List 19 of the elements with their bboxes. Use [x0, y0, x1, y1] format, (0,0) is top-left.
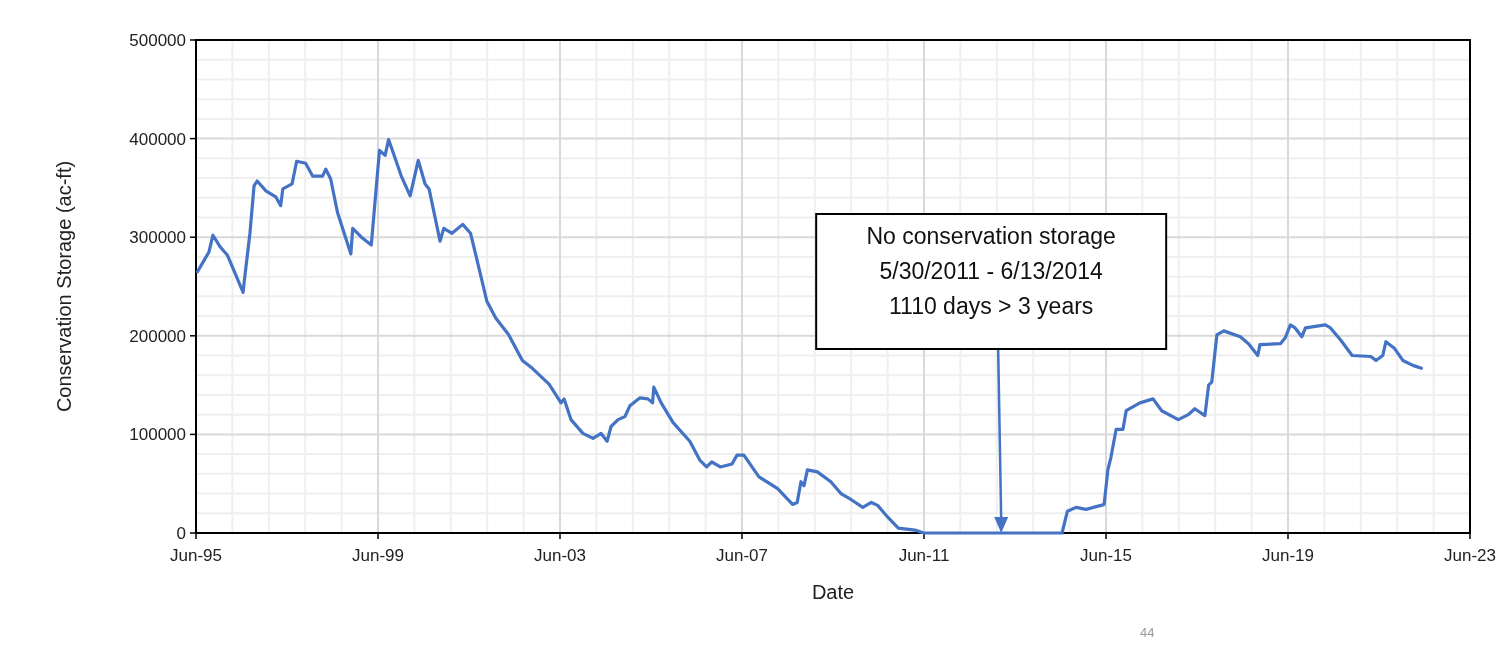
text: 44 [1140, 625, 1155, 640]
y-tick-label: 500000 [129, 30, 186, 50]
annotation: No conservation storage 5/30/2011 - 6/13/2014 1110 days > 3 years [866, 223, 1116, 319]
x-tick-label: Jun-11 [898, 546, 950, 565]
y-tick-label: 0 [176, 523, 186, 543]
y-tick-label: 300000 [129, 228, 186, 248]
y-tick-label: 400000 [129, 129, 186, 149]
x-tick-label: Jun-19 [1262, 546, 1314, 565]
x-tick-label: Jun-95 [170, 546, 222, 565]
x-tick-label: Jun-07 [716, 546, 768, 565]
x-tick-label: Jun-99 [352, 546, 404, 565]
x-tick-label: Jun-15 [1080, 546, 1132, 565]
y-tick-label: 100000 [129, 425, 186, 445]
x-tick-label: Jun-03 [534, 546, 586, 565]
x-axis-title: Date [811, 581, 855, 603]
y-tick-label: 200000 [129, 326, 186, 346]
x-tick-label: Jun-23 [1444, 546, 1496, 565]
line-series [195, 137, 1424, 535]
y-axis-title: Conservation Storage (ac-ft) [53, 160, 75, 413]
